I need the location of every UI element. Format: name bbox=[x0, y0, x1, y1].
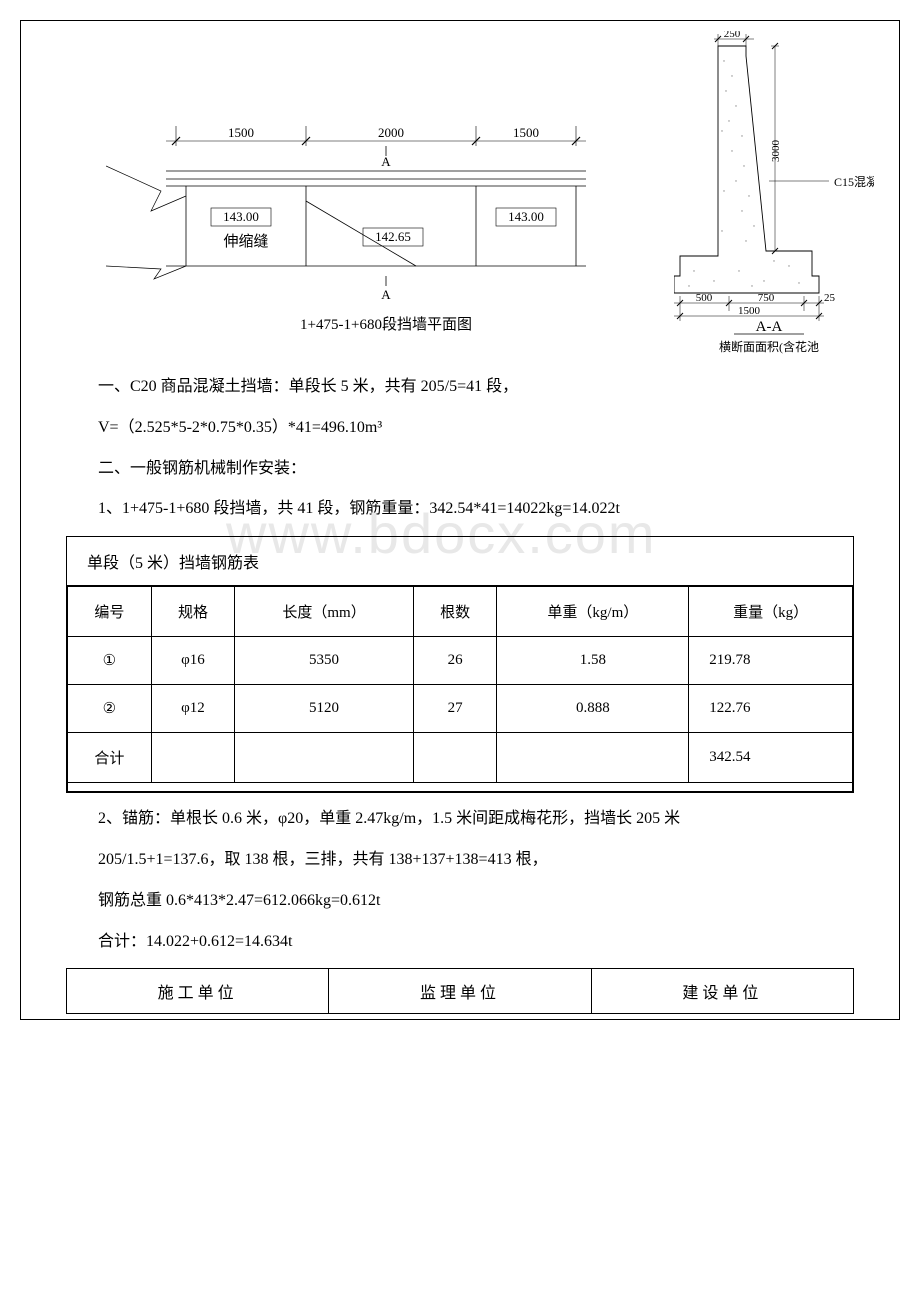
table-row-empty bbox=[68, 783, 853, 792]
cell-unitweight: 1.58 bbox=[497, 637, 689, 685]
section-bot-d1: 500 bbox=[696, 292, 713, 304]
section-top-dim: 250 bbox=[724, 31, 741, 40]
cell-id: ① bbox=[68, 637, 152, 685]
header-weight: 重量（kg） bbox=[689, 587, 853, 637]
text-line-4: 1、1+475-1+680 段挡墙，共 41 段，钢筋重量：342.54*41=… bbox=[66, 495, 854, 524]
cell-unitweight bbox=[497, 733, 689, 783]
header-spec: 规格 bbox=[151, 587, 235, 637]
table-row: 合计 342.54 bbox=[68, 733, 853, 783]
elev-label-1: 143.00 bbox=[223, 209, 259, 224]
header-length: 长度（mm） bbox=[235, 587, 414, 637]
dim-seg3: 1500 bbox=[513, 125, 539, 140]
section-sub-caption: 横断面面积(含花池 bbox=[719, 339, 819, 354]
footer-col-2: 监理单位 bbox=[329, 969, 591, 1014]
footer-col-1: 施工单位 bbox=[67, 969, 329, 1014]
footer-col-3: 建设单位 bbox=[591, 969, 853, 1014]
cell-length bbox=[235, 733, 414, 783]
text-line-1: 一、C20 商品混凝土挡墙：单段长 5 米，共有 205/5=41 段， bbox=[66, 373, 854, 402]
cell-length: 5350 bbox=[235, 637, 414, 685]
cell-length: 5120 bbox=[235, 685, 414, 733]
content-text-2: 2、锚筋：单根长 0.6 米，φ20，单重 2.47kg/m，1.5 米间距成梅… bbox=[26, 805, 894, 956]
table-header-row: 编号 规格 长度（mm） 根数 单重（kg/m） 重量（kg） bbox=[68, 587, 853, 637]
text-line-6: 205/1.5+1=137.6，取 138 根，三排，共有 138+137+13… bbox=[66, 846, 854, 875]
dim-seg2: 2000 bbox=[378, 125, 404, 140]
cell-id: ② bbox=[68, 685, 152, 733]
plan-caption: 1+475-1+680段挡墙平面图 bbox=[300, 316, 472, 331]
text-line-7: 钢筋总重 0.6*413*2.47=612.066kg=0.612t bbox=[66, 887, 854, 916]
header-count: 根数 bbox=[413, 587, 497, 637]
section-view-diagram: 250 C15混凝 bbox=[674, 31, 874, 351]
footer-table: 施工单位 监理单位 建设单位 bbox=[66, 968, 854, 1014]
dim-seg1: 1500 bbox=[228, 125, 254, 140]
cell-spec: φ16 bbox=[151, 637, 235, 685]
plan-view-diagram: 1500 2000 1500 A bbox=[106, 31, 586, 331]
section-marker-a-top: A bbox=[381, 154, 391, 169]
header-unitweight: 单重（kg/m） bbox=[497, 587, 689, 637]
elev-label-2: 142.65 bbox=[375, 229, 411, 244]
elev-label-3: 143.00 bbox=[508, 209, 544, 224]
text-line-8: 合计：14.022+0.612=14.634t bbox=[66, 928, 854, 957]
outer-border: 1500 2000 1500 A bbox=[20, 20, 900, 1020]
cell-unitweight: 0.888 bbox=[497, 685, 689, 733]
section-marker-a-bottom: A bbox=[381, 287, 391, 302]
content-text: 一、C20 商品混凝土挡墙：单段长 5 米，共有 205/5=41 段， V=（… bbox=[26, 373, 894, 524]
diagram-area: 1500 2000 1500 A bbox=[26, 31, 894, 361]
section-bot-d2: 750 bbox=[758, 292, 775, 304]
section-bot-d3: 25 bbox=[824, 292, 836, 304]
header-id: 编号 bbox=[68, 587, 152, 637]
cell-count: 26 bbox=[413, 637, 497, 685]
cell-id: 合计 bbox=[68, 733, 152, 783]
rebar-table-title: 单段（5 米）挡墙钢筋表 bbox=[67, 537, 853, 586]
table-row: ② φ12 5120 27 0.888 122.76 bbox=[68, 685, 853, 733]
cell-weight: 219.78 bbox=[689, 637, 853, 685]
cell-weight: 342.54 bbox=[689, 733, 853, 783]
cell-count: 27 bbox=[413, 685, 497, 733]
rebar-table: 单段（5 米）挡墙钢筋表 编号 规格 长度（mm） 根数 单重（kg/m） 重量… bbox=[66, 536, 854, 793]
joint-label: 伸缩缝 bbox=[223, 233, 268, 250]
cell-count bbox=[413, 733, 497, 783]
text-line-5: 2、锚筋：单根长 0.6 米，φ20，单重 2.47kg/m，1.5 米间距成梅… bbox=[66, 805, 854, 834]
cell-weight: 122.76 bbox=[689, 685, 853, 733]
section-bot-total: 1500 bbox=[738, 305, 761, 317]
material-label: C15混凝 bbox=[834, 174, 874, 189]
cell-spec bbox=[151, 733, 235, 783]
section-height-dim: 3000 bbox=[770, 140, 782, 163]
section-caption: A-A bbox=[756, 319, 783, 335]
text-line-2: V=（2.525*5-2*0.75*0.35）*41=496.10m³ bbox=[66, 414, 854, 443]
cell-spec: φ12 bbox=[151, 685, 235, 733]
text-line-3: 二、一般钢筋机械制作安装： bbox=[66, 455, 854, 484]
table-row: ① φ16 5350 26 1.58 219.78 bbox=[68, 637, 853, 685]
